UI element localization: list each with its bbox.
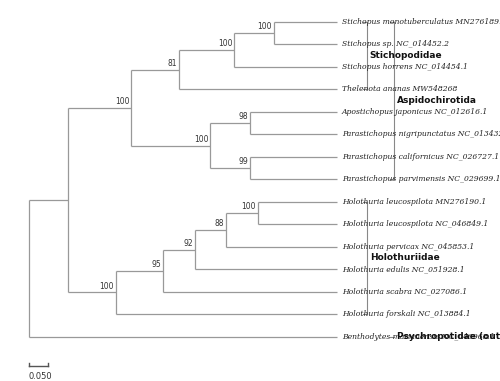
Text: Stichopodidae: Stichopodidae <box>370 51 442 60</box>
Text: 98: 98 <box>238 112 248 121</box>
Text: Thelenota ananas MW548268: Thelenota ananas MW548268 <box>342 85 457 93</box>
Text: 88: 88 <box>215 219 224 228</box>
Text: Parastichopus californicus NC_026727.1: Parastichopus californicus NC_026727.1 <box>342 153 499 161</box>
Text: Holothuria scabra NC_027086.1: Holothuria scabra NC_027086.1 <box>342 288 467 296</box>
Text: Parastichopus nigripunctatus NC_013432.1: Parastichopus nigripunctatus NC_013432.1 <box>342 130 500 138</box>
Text: Holothuriidae: Holothuriidae <box>370 253 440 263</box>
Text: Stichopus sp. NC_014452.2: Stichopus sp. NC_014452.2 <box>342 40 448 48</box>
Text: 92: 92 <box>183 239 192 248</box>
Text: Holothuria pervicax NC_045853.1: Holothuria pervicax NC_045853.1 <box>342 243 474 251</box>
Text: Parastichopus parvimensis NC_029699.1: Parastichopus parvimensis NC_029699.1 <box>342 175 500 183</box>
Text: Psychropotidae (outgroup): Psychropotidae (outgroup) <box>398 332 500 341</box>
Text: Holothuria edulis NC_051928.1: Holothuria edulis NC_051928.1 <box>342 265 464 273</box>
Text: 99: 99 <box>238 157 248 166</box>
Text: Stichopus horrens NC_014454.1: Stichopus horrens NC_014454.1 <box>342 63 468 71</box>
Text: 81: 81 <box>168 59 177 68</box>
Text: 100: 100 <box>218 39 232 48</box>
Text: 100: 100 <box>257 22 272 31</box>
Text: 100: 100 <box>242 202 256 211</box>
Text: 0.050: 0.050 <box>28 371 52 381</box>
Text: Aspidochirotida: Aspidochirotida <box>398 96 477 105</box>
Text: 100: 100 <box>194 135 208 144</box>
Text: Benthodytes marianensis NC_040968.1: Benthodytes marianensis NC_040968.1 <box>342 333 494 341</box>
Text: 100: 100 <box>115 97 130 106</box>
Text: Holothuria forskali NC_013884.1: Holothuria forskali NC_013884.1 <box>342 310 470 318</box>
Text: Stichopus monotuberculatus MN276189.1: Stichopus monotuberculatus MN276189.1 <box>342 18 500 26</box>
Text: Apostichopus japonicus NC_012616.1: Apostichopus japonicus NC_012616.1 <box>342 108 488 116</box>
Text: Holothuria leucospilota NC_046849.1: Holothuria leucospilota NC_046849.1 <box>342 220 488 228</box>
Text: 100: 100 <box>99 282 114 291</box>
Text: 95: 95 <box>152 260 161 269</box>
Text: Holothuria leucospilota MN276190.1: Holothuria leucospilota MN276190.1 <box>342 198 486 206</box>
